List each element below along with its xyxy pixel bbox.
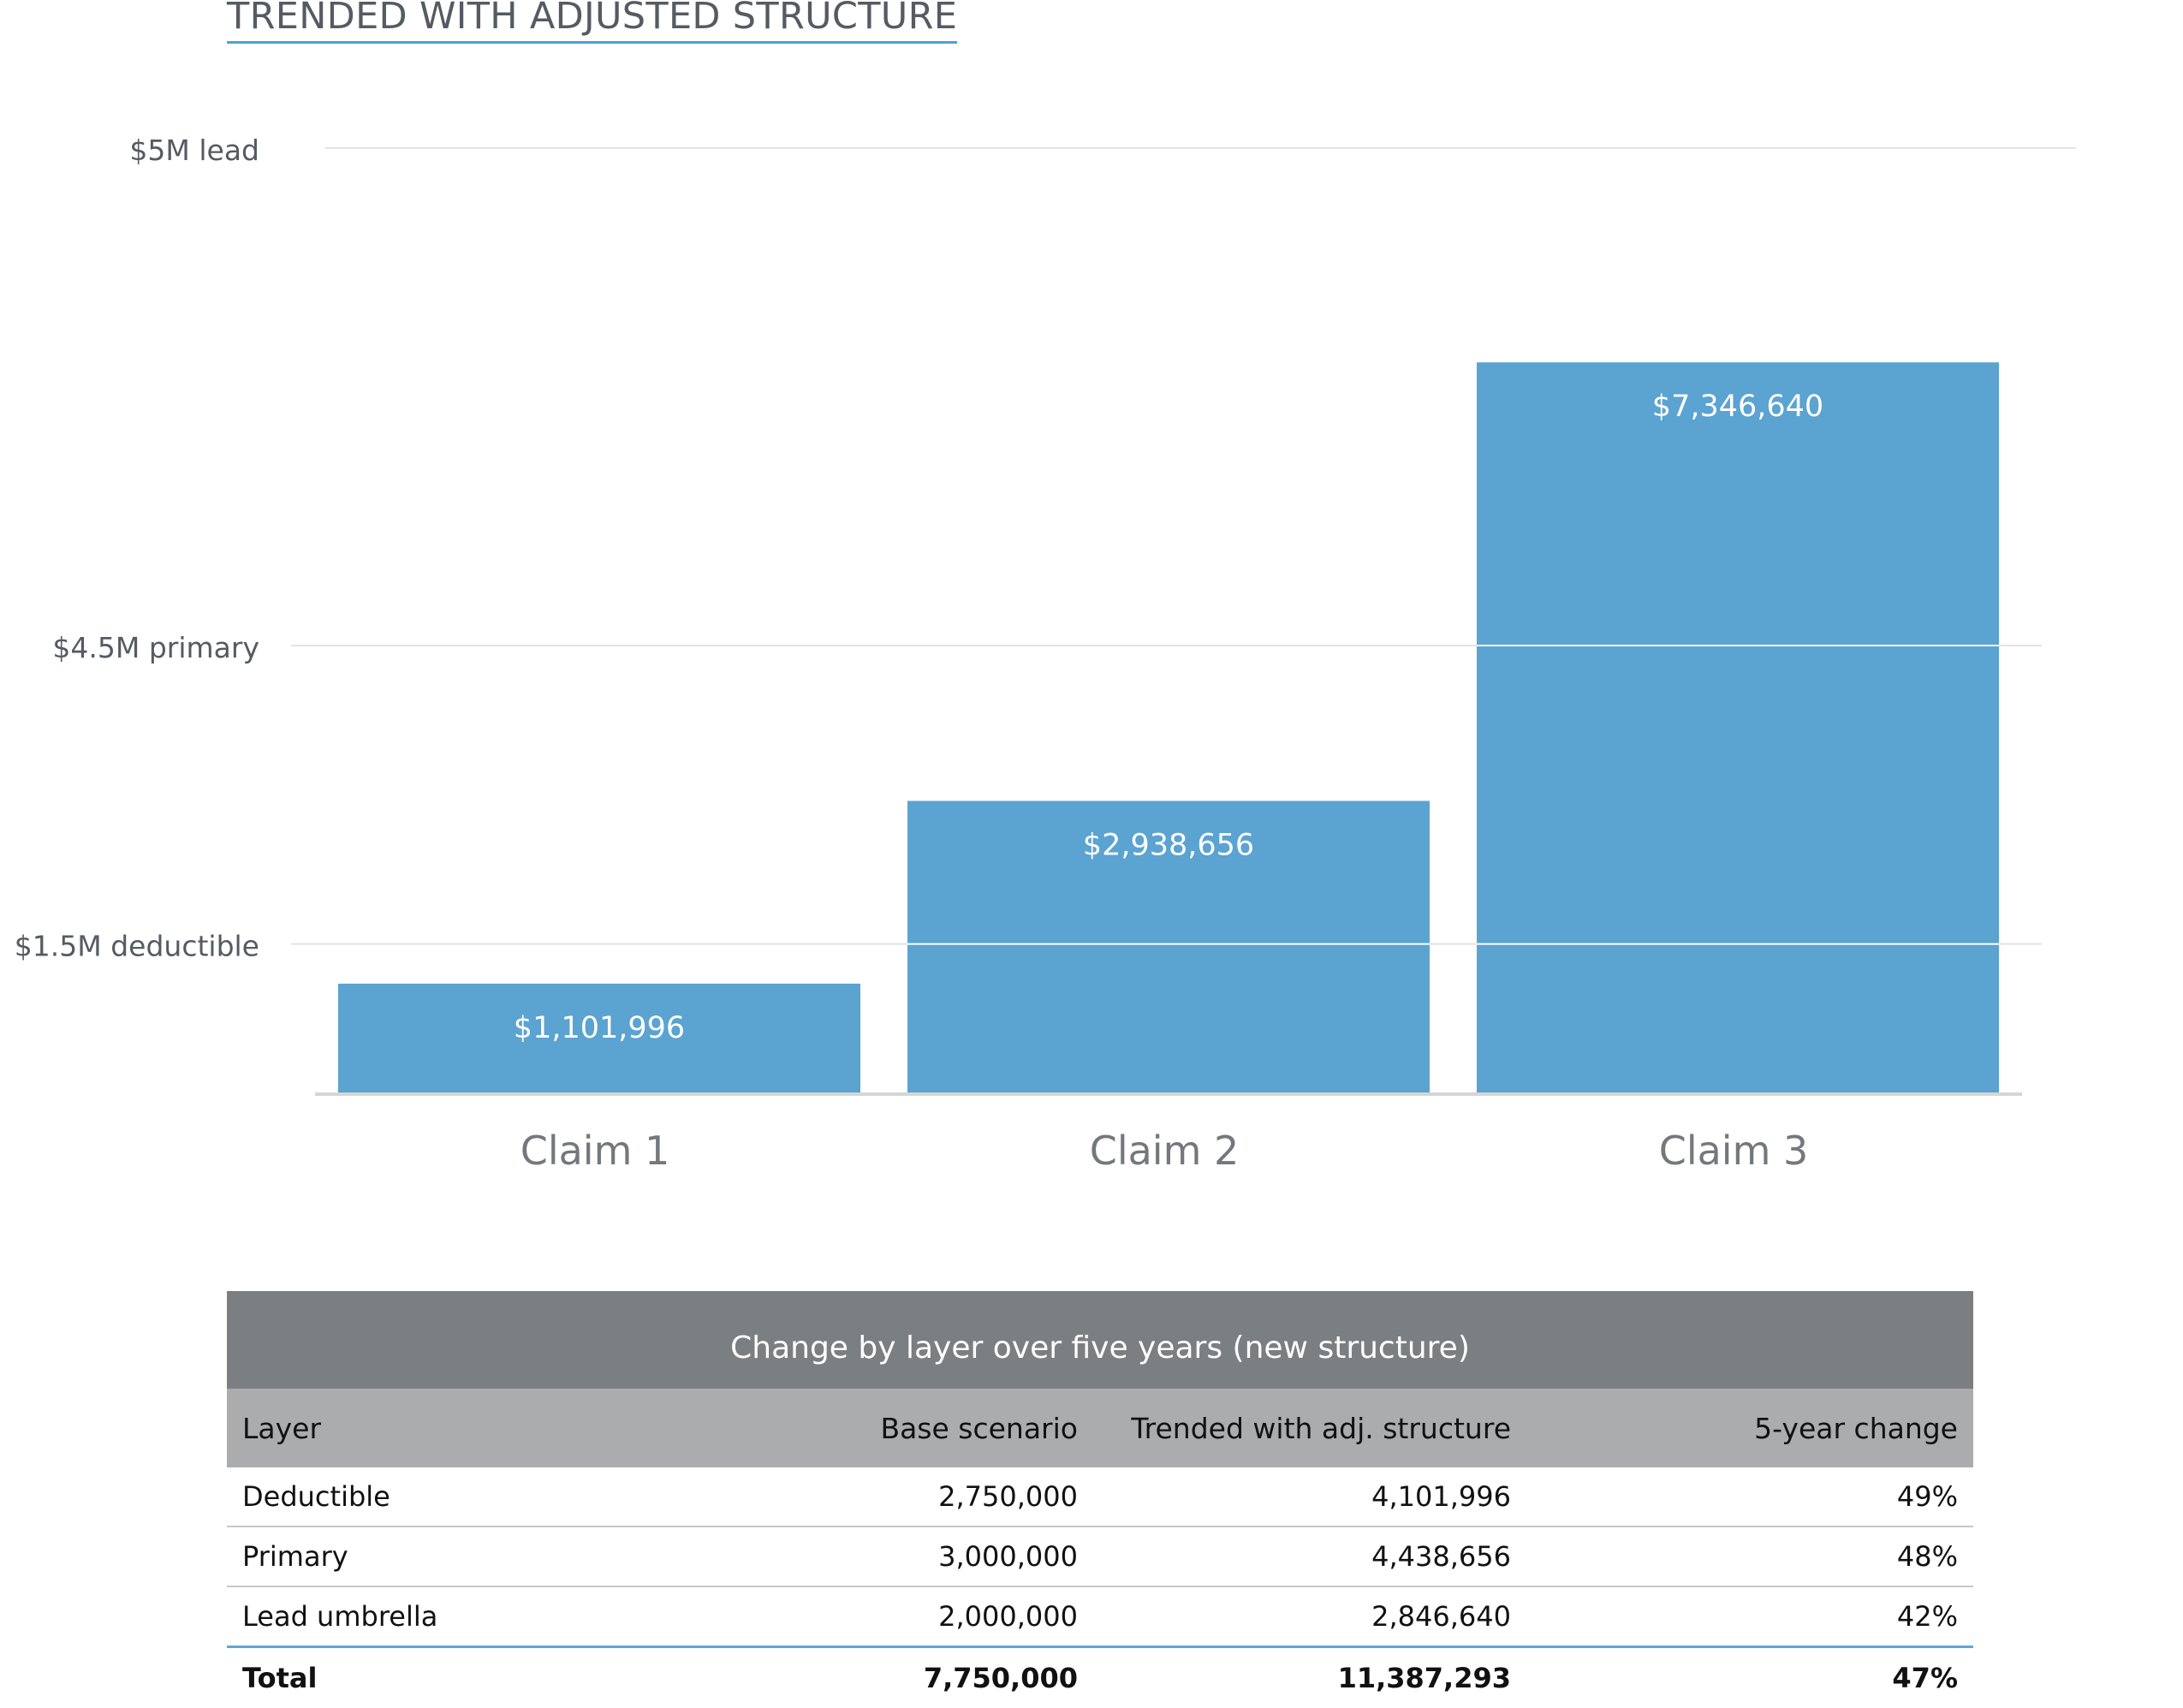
cell-base: 2,750,000 [806, 1467, 1093, 1526]
header-base-scenario: Base scenario [806, 1389, 1093, 1467]
header-trended: Trended with adj. structure [1093, 1389, 1526, 1467]
header-layer: Layer [227, 1389, 806, 1467]
reference-line-label: $1.5M deductible [15, 930, 259, 963]
table-caption: Change by layer over five years (new str… [227, 1291, 1973, 1389]
table-row: Lead umbrella 2,000,000 2,846,640 42% [227, 1586, 1973, 1647]
bar-value-label: $2,938,656 [1083, 828, 1254, 862]
reference-line-label: $5M lead [129, 134, 259, 167]
cell-change: 42% [1526, 1586, 1973, 1647]
layer-change-table: Change by layer over five years (new str… [227, 1291, 1973, 1708]
category-label: Claim 3 [1659, 1128, 1809, 1174]
total-base: 7,750,000 [806, 1647, 1093, 1708]
cell-layer: Primary [227, 1526, 806, 1586]
reference-line-label: $4.5M primary [52, 631, 259, 664]
table-total-row: Total 7,750,000 11,387,293 47% [227, 1647, 1973, 1708]
table-caption-row: Change by layer over five years (new str… [227, 1291, 1973, 1389]
cell-trended: 4,101,996 [1093, 1467, 1526, 1526]
cell-base: 3,000,000 [806, 1526, 1093, 1586]
bar-value-label: $7,346,640 [1652, 390, 1823, 424]
cell-change: 48% [1526, 1526, 1973, 1586]
total-trended: 11,387,293 [1093, 1647, 1526, 1708]
table-row: Deductible 2,750,000 4,101,996 49% [227, 1467, 1973, 1526]
category-label: Claim 1 [520, 1128, 670, 1174]
cell-base: 2,000,000 [806, 1586, 1093, 1647]
bar-value-label: $1,101,996 [514, 1011, 685, 1045]
bar-chart: $1.5M deductible $4.5M primary $5M lead $1,… [0, 0, 2183, 1216]
cell-layer: Lead umbrella [227, 1586, 806, 1647]
cell-layer: Deductible [227, 1467, 806, 1526]
header-5-year-change: 5-year change [1526, 1389, 1973, 1467]
cell-change: 49% [1526, 1467, 1973, 1526]
table-header-row: Layer Base scenario Trended with adj. st… [227, 1389, 1973, 1467]
total-change: 47% [1526, 1647, 1973, 1708]
category-label: Claim 2 [1090, 1128, 1240, 1174]
table-row: Primary 3,000,000 4,438,656 48% [227, 1526, 1973, 1586]
total-label: Total [227, 1647, 806, 1708]
cell-trended: 4,438,656 [1093, 1526, 1526, 1586]
cell-trended: 2,846,640 [1093, 1586, 1526, 1647]
bar [1477, 362, 1999, 1093]
